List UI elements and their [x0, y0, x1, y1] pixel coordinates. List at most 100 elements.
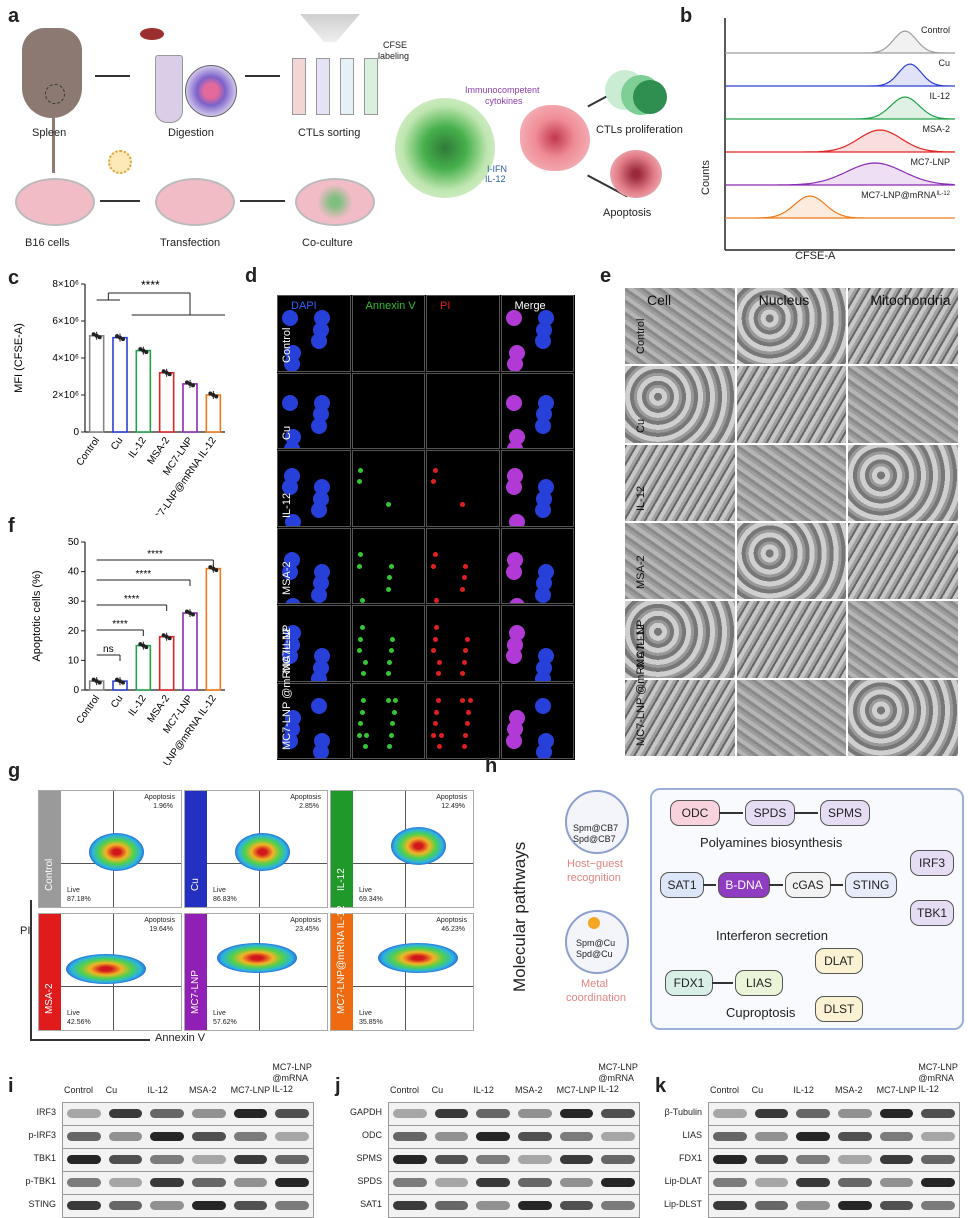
cell-signal — [314, 648, 330, 664]
cell-signal — [314, 563, 330, 580]
cell-signal — [434, 709, 439, 715]
blot-band — [559, 1109, 594, 1118]
lane-label: Cu — [431, 1085, 444, 1095]
tem-cell — [625, 288, 735, 365]
panel-b: b Control Cu IL-12 MSA-2 MC7-LNP MC7-LNP@mRNA… — [680, 0, 968, 270]
live-label: Live — [213, 887, 226, 894]
cell-signal — [460, 586, 465, 592]
cell-signal — [311, 671, 327, 681]
cell-signal — [359, 625, 365, 630]
facs-sample-label: MC7-LNP@mRNA IL-12 — [336, 905, 347, 1014]
protein-label: β-Tubulin — [664, 1107, 702, 1117]
panel-f: f 0 10 20 30 40 50 Apoptotic cells (%) Control C… — [0, 515, 240, 765]
facs-density — [390, 827, 446, 865]
tem-cell — [848, 523, 958, 600]
cell-signal — [507, 467, 523, 484]
blot-band — [233, 1178, 268, 1187]
cell-signal — [314, 394, 330, 411]
y-tick-label: 4×10⁶ — [52, 353, 79, 364]
tem-cell — [625, 601, 735, 678]
sorting-tubes — [292, 58, 378, 118]
protein-label: Lip-DLAT — [664, 1176, 702, 1186]
sorting-funnel — [300, 14, 360, 42]
hist-label-3: MSA-2 — [922, 124, 950, 134]
blot-band — [192, 1201, 226, 1210]
blot-strip — [708, 1125, 960, 1149]
cell-signal — [283, 552, 300, 568]
cell-signal — [460, 671, 465, 676]
blot-band — [796, 1155, 830, 1164]
cell-signal — [285, 429, 301, 445]
data-point — [214, 568, 219, 573]
blot-band — [150, 1109, 184, 1118]
data-point — [141, 348, 146, 353]
bar-5 — [205, 567, 222, 691]
cell-signal — [537, 394, 554, 411]
sig-label: **** — [124, 594, 140, 605]
blot-band — [796, 1132, 830, 1141]
y-tick-label: 30 — [68, 596, 80, 607]
cell-signal — [467, 698, 473, 703]
blot-band — [921, 1109, 955, 1118]
y-tick-label: 0 — [73, 685, 79, 696]
blot-band — [921, 1132, 955, 1141]
protein-label: ODC — [362, 1130, 382, 1140]
x-tick-label: Cu — [109, 693, 125, 710]
data-point — [91, 677, 96, 682]
coculture-dish — [295, 178, 375, 226]
label-b16: B16 cells — [25, 237, 70, 249]
tem-grid: Control Cu IL-12 MSA-2 MC7-LNP MC7-LNP @mRNA … — [625, 288, 960, 758]
y-tick-label: 8×10⁶ — [52, 279, 79, 290]
cell-signal — [314, 732, 330, 749]
bar-4 — [182, 383, 198, 433]
blot-band — [67, 1109, 101, 1118]
blot-band — [393, 1109, 427, 1118]
label-ctls-sorting: CTLs sorting — [298, 127, 361, 139]
cell-signal — [314, 310, 330, 326]
cell-signal — [358, 552, 363, 557]
row-label-d: MC7-LNP @mRNA IL-12 — [281, 627, 293, 750]
spm-cu: Spm@Cu — [576, 938, 616, 948]
blot-band — [754, 1178, 789, 1187]
blot-band — [275, 1109, 309, 1118]
lane-label: MC7-LNP — [556, 1085, 597, 1095]
arrow — [794, 812, 818, 814]
hist-ylabel: Counts — [700, 160, 712, 195]
lane-label: MC7-LNP @mRNA IL-12 — [918, 1062, 958, 1094]
hist-series-5 — [725, 195, 955, 219]
blot-band — [233, 1109, 268, 1118]
facs-plot: MSA-2 Apoptosis 19.64% Live 42.56% — [38, 913, 182, 1031]
blot-band — [518, 1201, 552, 1210]
tumor-cell — [520, 105, 590, 171]
cell-signal — [508, 625, 525, 641]
western-blot-k: Control Cu IL-12 MSA-2 MC7-LNP MC7-LNP @mRNA … — [650, 1060, 968, 1218]
panel-label-f: f — [8, 515, 15, 537]
blot-band — [754, 1201, 789, 1210]
cell-signal — [461, 575, 467, 580]
apoptosis-value: 2.85% — [299, 803, 319, 810]
row-label-d: Cu — [281, 425, 293, 440]
apoptosis-value: 12.49% — [441, 803, 465, 810]
node-bdna: B-DNA — [718, 872, 770, 898]
label-labeling: labeling — [378, 51, 410, 61]
apoptosis-label: Apoptosis — [436, 794, 467, 801]
panel-label-k: k — [655, 1075, 667, 1097]
facs-plot: IL-12 Apoptosis 12.49% Live 69.34% — [330, 790, 474, 908]
blot-strip — [708, 1102, 960, 1126]
cell-signal — [358, 636, 363, 642]
blot-band — [434, 1201, 469, 1210]
hist-label-5: MC7-LNP@mRNAIL-12 — [861, 190, 950, 200]
b16-dish — [15, 178, 95, 226]
tem-cell — [736, 601, 847, 678]
row-label-d: MSA-2 — [281, 561, 293, 595]
cell-signal — [385, 586, 391, 592]
hist-series-3 — [725, 129, 956, 153]
cell-signal — [282, 310, 298, 326]
confocal-cell — [277, 295, 351, 372]
blot-band — [150, 1178, 184, 1187]
bar-4 — [182, 612, 198, 691]
cell-signal — [508, 429, 525, 445]
confocal-cell — [351, 605, 425, 682]
blot-band — [192, 1178, 226, 1187]
blot-band — [879, 1178, 914, 1187]
